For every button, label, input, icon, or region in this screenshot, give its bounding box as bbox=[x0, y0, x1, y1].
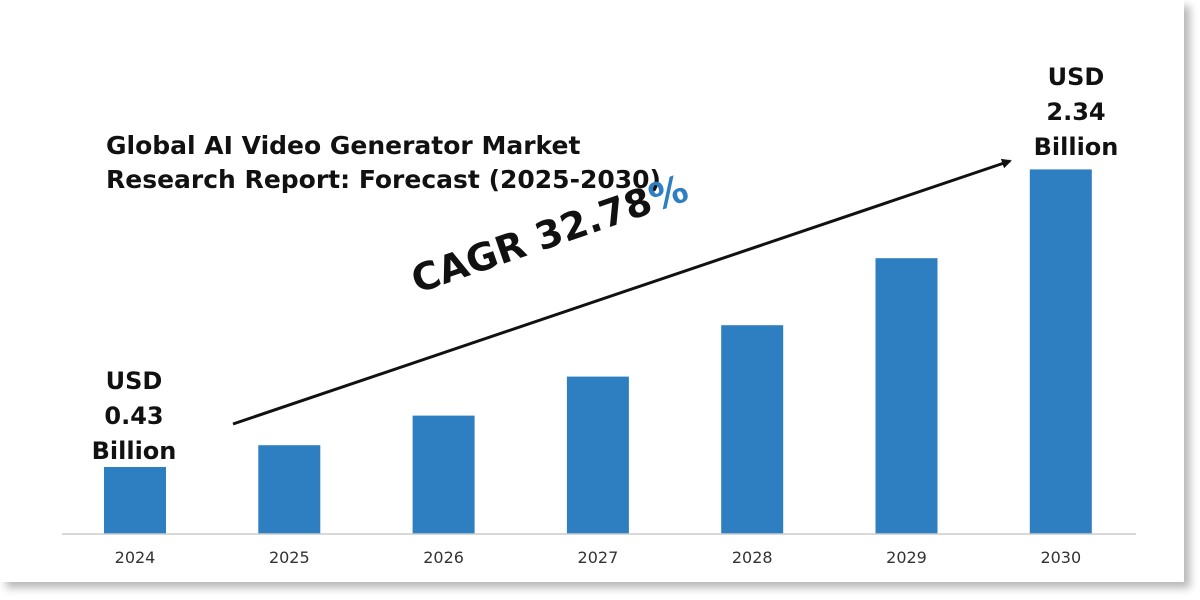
end-callout-unit: Billion bbox=[1033, 133, 1119, 161]
chart-title-line-1: Global AI Video Generator Market bbox=[106, 131, 581, 160]
x-tick-label-2030: 2030 bbox=[1040, 548, 1081, 567]
x-tick-label-2028: 2028 bbox=[732, 548, 773, 567]
x-tick-label-2026: 2026 bbox=[423, 548, 464, 567]
chart-frame: 2024 2025 2026 2027 2028 2029 2030 Global AI V… bbox=[62, 60, 1136, 567]
bar-chart: 2024 2025 2026 2027 2028 2029 2030 bbox=[62, 158, 1136, 567]
bar-2028 bbox=[721, 325, 784, 534]
start-value-callout: USD 0.43 Billion bbox=[74, 364, 194, 469]
start-callout-value: 0.43 bbox=[104, 402, 164, 430]
x-tick-label-2025: 2025 bbox=[269, 548, 310, 567]
bar-2029 bbox=[875, 258, 938, 534]
x-tick-label-2029: 2029 bbox=[886, 548, 927, 567]
bar-2030 bbox=[1029, 169, 1092, 534]
x-tick-label-2024: 2024 bbox=[115, 548, 156, 567]
chart-title-line-2: Research Report: Forecast (2025-2030) bbox=[106, 165, 661, 194]
bar-2026 bbox=[412, 415, 475, 534]
start-callout-unit: Billion bbox=[91, 437, 177, 465]
end-callout-value: 2.34 bbox=[1046, 98, 1106, 126]
end-value-callout: USD 2.34 Billion bbox=[1016, 60, 1136, 165]
bar-2027 bbox=[566, 376, 629, 534]
chart-title: Global AI Video Generator Market Researc… bbox=[106, 129, 661, 197]
bar-2024 bbox=[104, 467, 166, 534]
x-tick-label-2027: 2027 bbox=[578, 548, 619, 567]
end-callout-currency: USD bbox=[1047, 63, 1105, 91]
bar-2025 bbox=[258, 445, 321, 534]
growth-arrow bbox=[232, 158, 1012, 426]
start-callout-currency: USD bbox=[105, 367, 163, 395]
